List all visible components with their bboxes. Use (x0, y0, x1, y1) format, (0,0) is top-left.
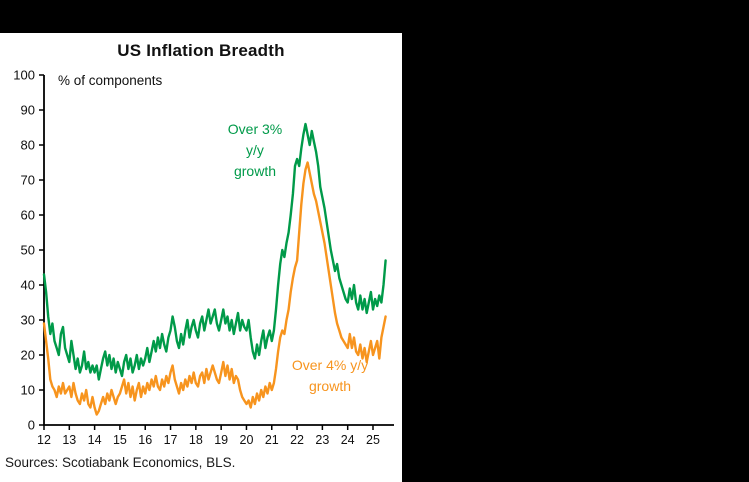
svg-text:13: 13 (62, 433, 76, 447)
svg-text:15: 15 (113, 433, 127, 447)
svg-text:23: 23 (315, 433, 329, 447)
inflation-breadth-chart: 0 10 20 30 40 50 60 70 80 90 100 12 13 14 15 16 17 18 19 20… (13, 68, 394, 447)
svg-text:90: 90 (21, 103, 35, 118)
svg-text:24: 24 (341, 433, 355, 447)
svg-text:14: 14 (88, 433, 102, 447)
svg-text:17: 17 (164, 433, 178, 447)
svg-text:20: 20 (240, 433, 254, 447)
svg-text:40: 40 (21, 278, 35, 293)
annotation-over-4pct-series: Over 4% y/y growth (291, 357, 369, 394)
svg-text:20: 20 (21, 348, 35, 363)
svg-text:0: 0 (28, 418, 35, 433)
svg-text:19: 19 (214, 433, 228, 447)
svg-text:60: 60 (21, 208, 35, 223)
y-axis-unit-label: % of components (58, 73, 163, 88)
sources-note: Sources: Scotiabank Economics, BLS. (5, 455, 236, 470)
svg-text:50: 50 (21, 243, 35, 258)
svg-text:18: 18 (189, 433, 203, 447)
svg-text:16: 16 (138, 433, 152, 447)
chart-title: US Inflation Breadth (117, 41, 285, 60)
top-black-bar (0, 0, 749, 33)
svg-text:25: 25 (366, 433, 380, 447)
svg-text:10: 10 (21, 383, 35, 398)
svg-text:21: 21 (265, 433, 279, 447)
svg-text:70: 70 (21, 173, 35, 188)
svg-text:100: 100 (13, 68, 35, 83)
svg-text:22: 22 (290, 433, 304, 447)
svg-text:12: 12 (37, 433, 51, 447)
svg-text:80: 80 (21, 138, 35, 153)
svg-text:30: 30 (21, 313, 35, 328)
annotation-over-3pct-series: Over 3% y/y growth (227, 121, 283, 179)
chart-panel: US Inflation Breadth % of components 0 10… (0, 33, 402, 482)
